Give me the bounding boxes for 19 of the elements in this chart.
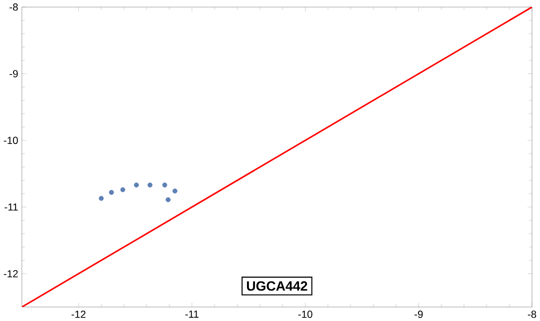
point xyxy=(134,182,139,188)
annotation: UGCA442 xyxy=(246,281,308,291)
point xyxy=(172,188,178,194)
point xyxy=(166,197,171,202)
point xyxy=(120,187,126,192)
point xyxy=(108,190,114,195)
point xyxy=(162,182,168,188)
point xyxy=(98,196,104,201)
y-tick-label: -12 xyxy=(4,270,18,278)
point xyxy=(148,182,152,188)
y-tick-label: -10 xyxy=(4,136,18,144)
x-tick-label: -12 xyxy=(72,310,86,318)
y-tick-label: -11 xyxy=(4,203,18,210)
y-tick-label: -9 xyxy=(10,70,18,78)
x-tick-label: -9 xyxy=(414,310,423,318)
y-tick-label: -8 xyxy=(10,3,18,11)
x-tick-label: -11 xyxy=(185,310,198,318)
x-tick-label: -10 xyxy=(298,310,312,318)
x-tick-label: -8 xyxy=(528,310,536,318)
